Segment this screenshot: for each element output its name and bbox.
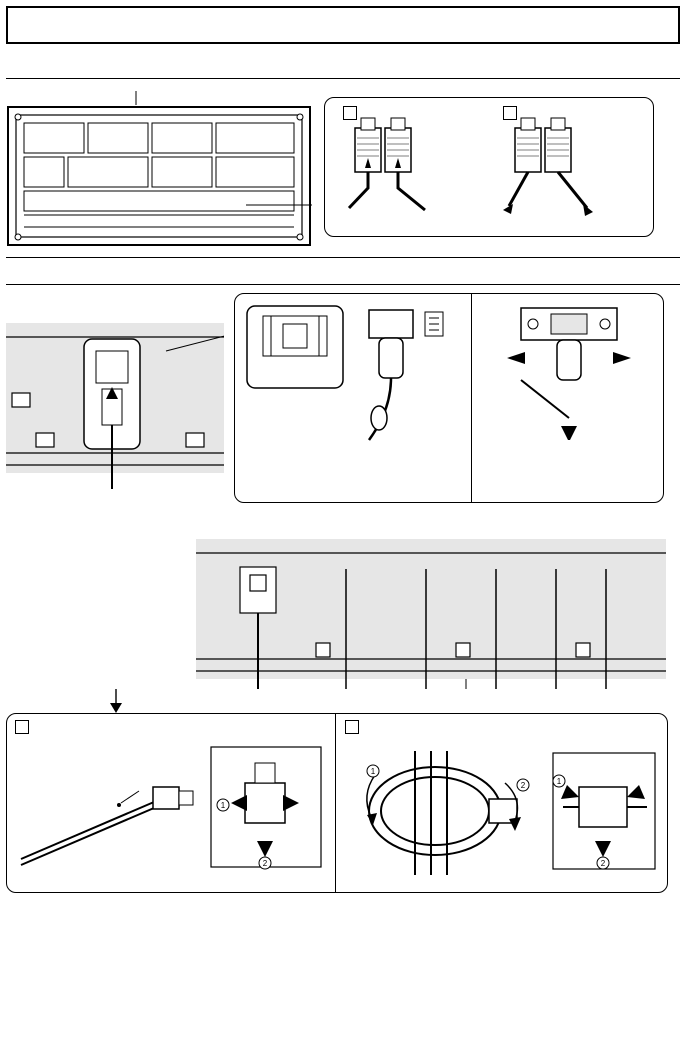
- tv-rear-diagram: [6, 87, 312, 247]
- clamp-marker-1: [15, 720, 29, 734]
- accord-panel: [234, 293, 664, 503]
- clamp-bundle-region: 1 2 1 2: [345, 720, 661, 889]
- accord-row: [6, 293, 680, 503]
- accord-context: [6, 293, 224, 493]
- clamp-panel: 1 2: [6, 713, 668, 893]
- marker-b: [503, 106, 517, 120]
- divider-1: [6, 78, 680, 79]
- svg-text:1: 1: [557, 777, 562, 786]
- speaker-row: [6, 87, 680, 247]
- arrow-down-icon: [6, 689, 680, 713]
- divider-3: [6, 284, 680, 285]
- accord-attach-region: [243, 300, 463, 470]
- accord-remove-region: [481, 300, 657, 440]
- svg-text:1: 1: [221, 801, 226, 810]
- page-title-box: [6, 6, 680, 44]
- svg-text:2: 2: [601, 859, 606, 868]
- marker-a: [343, 106, 357, 120]
- svg-text:2: 2: [521, 781, 526, 790]
- terminal-svg: [325, 98, 655, 238]
- svg-text:2: 2: [263, 859, 268, 868]
- clamp-context: [196, 539, 680, 689]
- clamp-marker-2: [345, 720, 359, 734]
- speaker-terminal-panel: [324, 97, 654, 237]
- svg-text:1: 1: [371, 767, 376, 776]
- clamp-attach-region: 1 2: [15, 720, 327, 889]
